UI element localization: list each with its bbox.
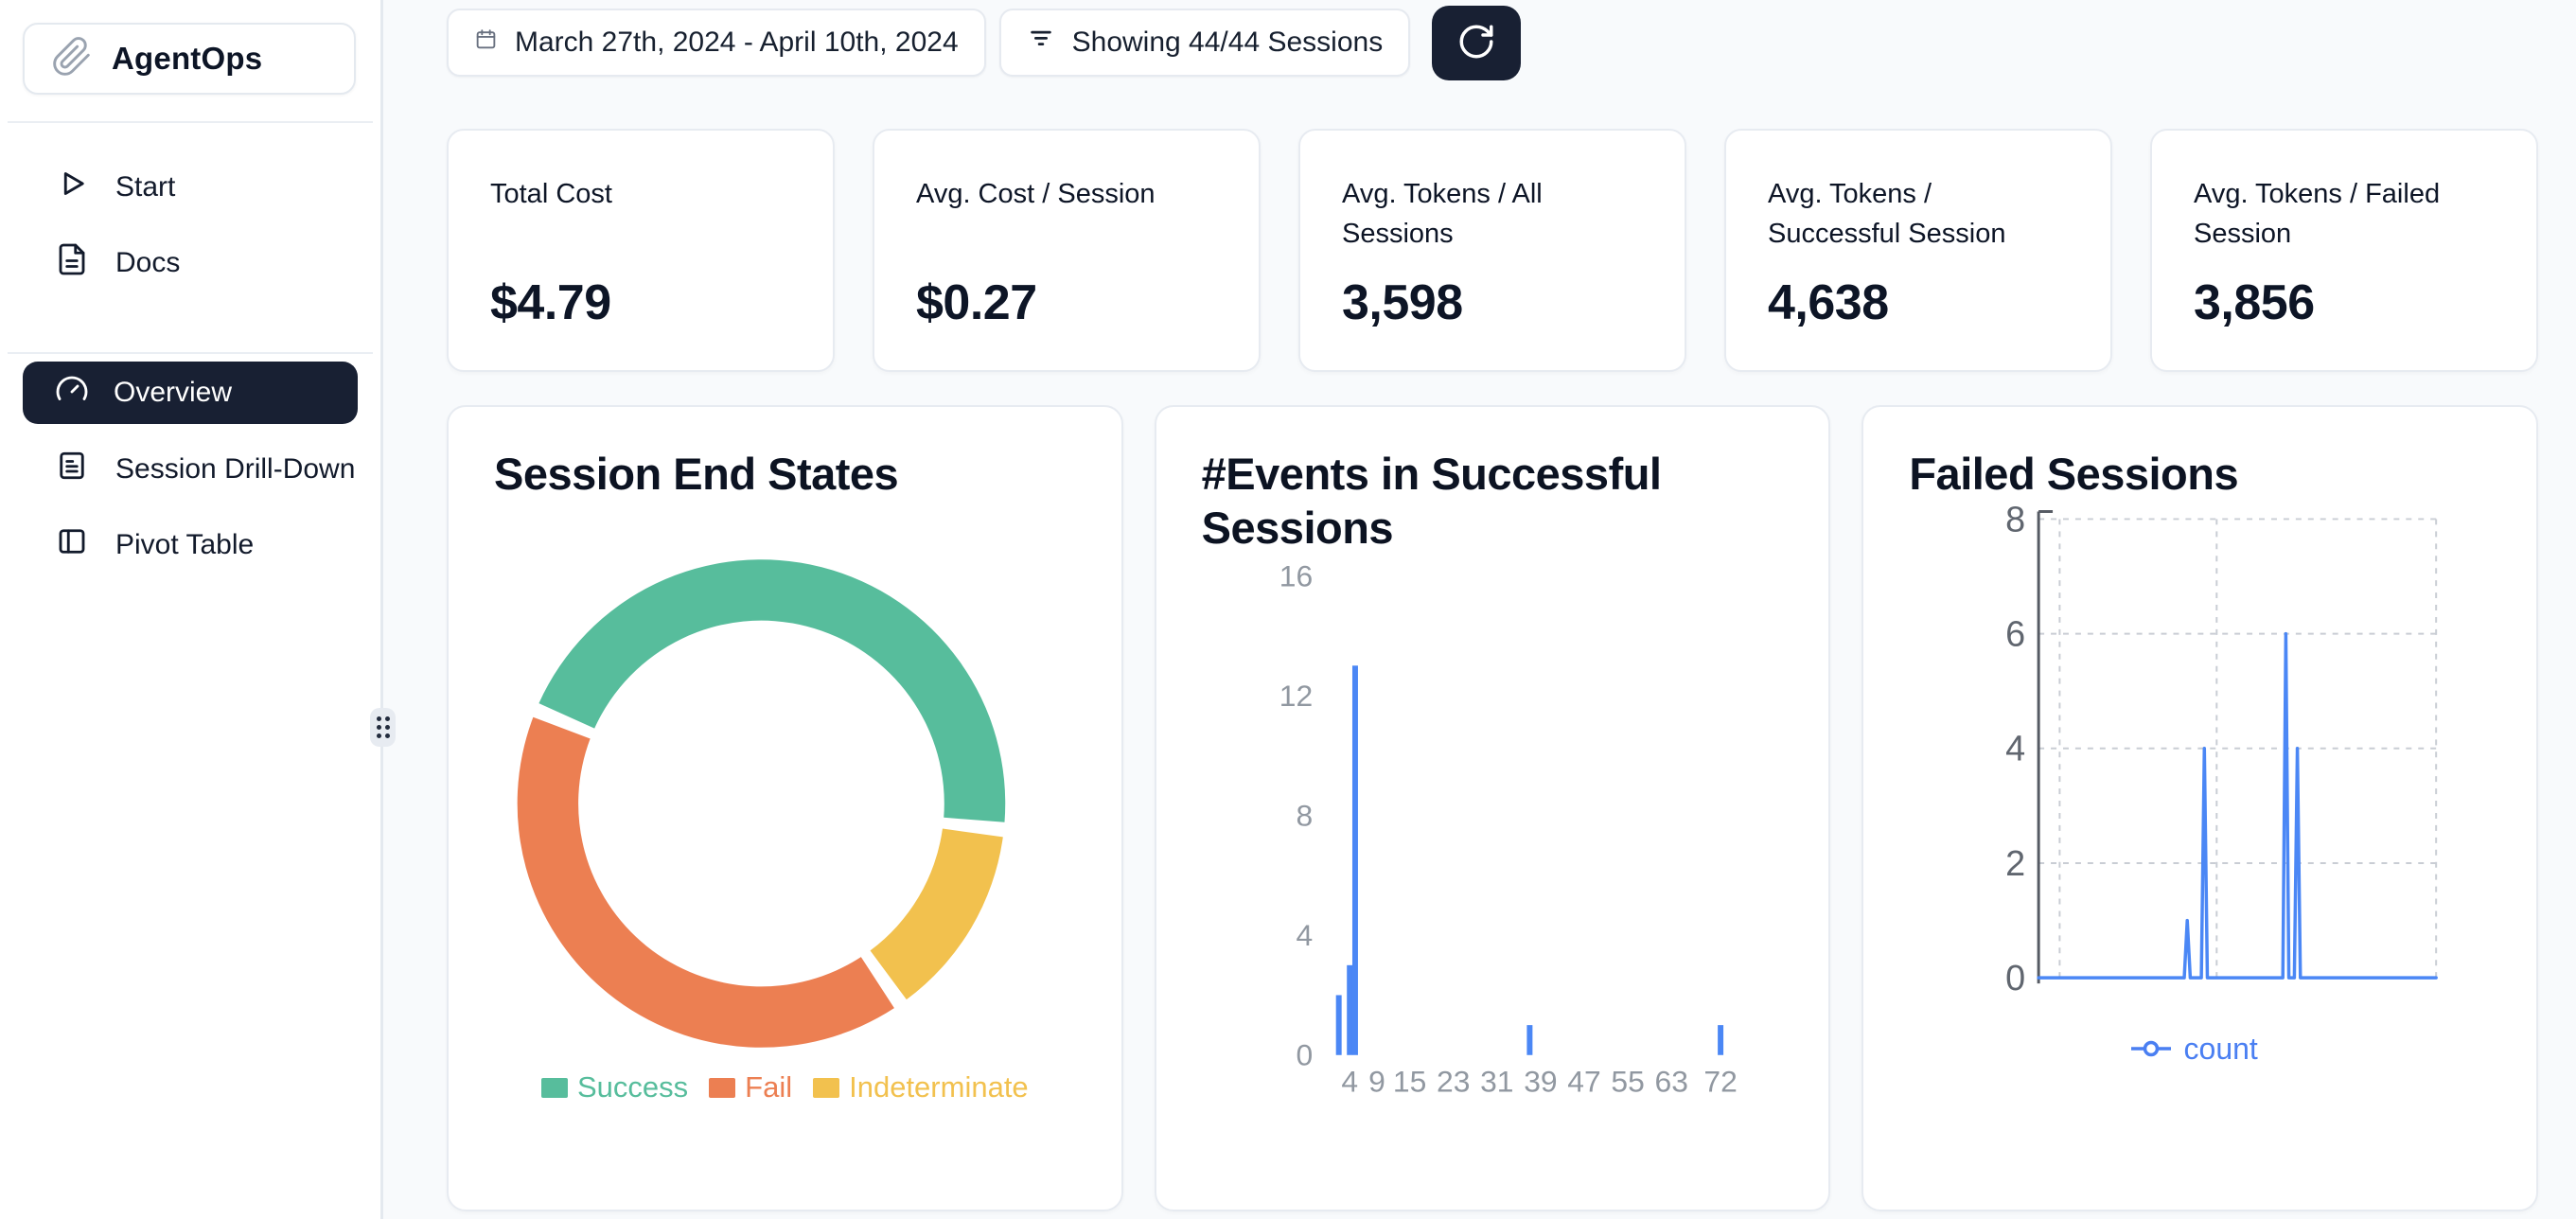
sidebar-item-label: Start: [115, 171, 176, 203]
sidebar-item-pivot-table[interactable]: Pivot Table: [0, 507, 380, 583]
sidebar-resize-handle[interactable]: [370, 708, 396, 747]
toolbar: March 27th, 2024 - April 10th, 2024 Show…: [447, 6, 2538, 80]
legend-label: Success: [576, 1070, 689, 1104]
list-icon: [55, 449, 89, 490]
stat-label: Avg. Cost / Session: [916, 179, 1156, 209]
svg-text:0: 0: [2006, 959, 2026, 998]
gauge-icon: [55, 372, 89, 414]
drag-dots-icon: [376, 716, 390, 738]
svg-text:31: 31: [1480, 1065, 1513, 1099]
app-logo-text: AgentOps: [112, 41, 263, 76]
svg-text:2: 2: [2006, 844, 2026, 884]
stat-value: $4.79: [490, 275, 611, 330]
stat-value: 4,638: [1768, 275, 1889, 330]
stat-value: 3,856: [2194, 275, 2315, 330]
legend-swatch-success: [540, 1077, 568, 1098]
stat-label: Total Cost: [490, 179, 612, 209]
svg-text:9: 9: [1368, 1065, 1385, 1099]
sidebar-item-label: Overview: [114, 377, 233, 408]
sidebar-item-label: Session Drill-Down: [115, 453, 356, 485]
play-icon: [55, 167, 89, 208]
svg-text:63: 63: [1654, 1065, 1687, 1099]
date-range-label: March 27th, 2024 - April 10th, 2024: [515, 26, 959, 58]
svg-text:47: 47: [1567, 1065, 1600, 1099]
count-legend-label: count: [2183, 1032, 2258, 1066]
svg-text:55: 55: [1611, 1065, 1644, 1099]
svg-text:0: 0: [1296, 1038, 1313, 1072]
session-end-states-donut-chart[interactable]: [449, 407, 1121, 1210]
svg-text:23: 23: [1437, 1065, 1470, 1099]
svg-text:72: 72: [1703, 1065, 1737, 1099]
legend-swatch-indeterminate: [813, 1077, 840, 1098]
sidebar-item-docs[interactable]: Docs: [0, 225, 380, 301]
legend-label: Fail: [745, 1070, 793, 1104]
rotate-cw-icon: [1456, 22, 1496, 64]
stat-label: Avg. Tokens / All Sessions: [1342, 179, 1543, 249]
app-logo[interactable]: AgentOps: [23, 23, 356, 95]
svg-text:4: 4: [1341, 1065, 1358, 1099]
svg-text:15: 15: [1393, 1065, 1426, 1099]
events-histogram-card: #Events in Successful Sessions 0 4 8 12 16 4 9…: [1154, 405, 1831, 1211]
stat-card-avg-tokens-failed: Avg. Tokens / Failed Session 3,856: [2150, 129, 2538, 372]
sidebar-divider-middle: [8, 352, 373, 354]
stats-row: Total Cost $4.79 Avg. Cost / Session $0.…: [447, 129, 2538, 372]
stat-label: Avg. Tokens / Successful Session: [1768, 179, 2006, 249]
count-legend[interactable]: count: [1863, 1032, 2530, 1067]
svg-text:16: 16: [1279, 558, 1312, 592]
chart-title: Session End States: [494, 449, 899, 499]
legend-item-success[interactable]: Success: [540, 1070, 689, 1104]
refresh-button[interactable]: [1432, 6, 1522, 80]
svg-text:39: 39: [1524, 1065, 1557, 1099]
stat-label: Avg. Tokens / Failed Session: [2194, 179, 2441, 249]
chart-title: #Events in Successful Sessions: [1201, 449, 1662, 553]
panel-icon: [55, 524, 89, 566]
sidebar-item-start[interactable]: Start: [0, 150, 380, 225]
sessions-filter-button[interactable]: Showing 44/44 Sessions: [998, 9, 1411, 77]
failed-sessions-line-chart[interactable]: 0 2 4 6 8: [1863, 407, 2536, 1210]
sidebar-nav: Start Docs Overview: [0, 150, 380, 583]
legend-label: Indeterminate: [849, 1070, 1029, 1104]
svg-text:4: 4: [2006, 730, 2026, 769]
sidebar-item-overview[interactable]: Overview: [23, 362, 358, 424]
svg-text:12: 12: [1279, 679, 1312, 713]
calendar-icon: [474, 26, 498, 59]
filter-icon: [1027, 25, 1055, 61]
sidebar: AgentOps Start Docs: [0, 0, 383, 1219]
svg-text:8: 8: [1296, 799, 1313, 833]
main-content: March 27th, 2024 - April 10th, 2024 Show…: [386, 0, 2576, 1219]
sidebar-item-session-drill-down[interactable]: Session Drill-Down: [0, 432, 380, 507]
chart-title: Failed Sessions: [1909, 449, 2239, 499]
legend-item-indeterminate[interactable]: Indeterminate: [813, 1070, 1029, 1104]
stat-card-avg-tokens-all: Avg. Tokens / All Sessions 3,598: [1298, 129, 1686, 372]
stat-card-total-cost: Total Cost $4.79: [447, 129, 835, 372]
sessions-filter-label: Showing 44/44 Sessions: [1071, 26, 1384, 58]
failed-sessions-card: Failed Sessions 0 2 4 6 8 count: [1861, 405, 2539, 1211]
stat-value: 3,598: [1342, 275, 1463, 330]
svg-text:4: 4: [1296, 918, 1313, 952]
stat-card-avg-tokens-successful: Avg. Tokens / Successful Session 4,638: [1724, 129, 2112, 372]
session-end-states-card: Session End States Success Fail Indeterm…: [447, 405, 1123, 1211]
date-range-button[interactable]: March 27th, 2024 - April 10th, 2024: [447, 9, 986, 77]
sidebar-divider-top: [8, 121, 373, 123]
paperclip-logo-icon: [51, 36, 93, 82]
legend-item-fail[interactable]: Fail: [709, 1070, 792, 1104]
line-marker-icon: [2129, 1032, 2173, 1067]
legend-swatch-fail: [709, 1077, 736, 1098]
donut-legend: Success Fail Indeterminate: [449, 1070, 1121, 1104]
stat-card-avg-cost-session: Avg. Cost / Session $0.27: [873, 129, 1261, 372]
svg-text:6: 6: [2006, 615, 2026, 655]
stat-value: $0.27: [916, 275, 1037, 330]
sidebar-item-label: Pivot Table: [115, 529, 255, 560]
svg-text:8: 8: [2006, 500, 2026, 539]
charts-row: Session End States Success Fail Indeterm…: [447, 405, 2539, 1211]
sidebar-item-label: Docs: [115, 247, 181, 278]
docs-icon: [55, 242, 89, 284]
